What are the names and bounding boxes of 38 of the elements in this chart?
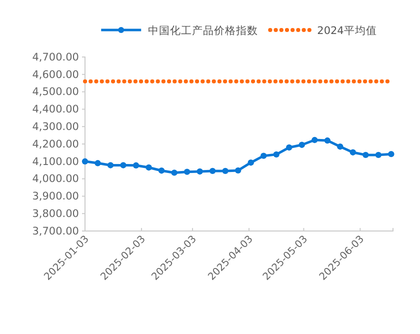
y-tick-label: 3,900.00 xyxy=(32,190,79,203)
y-tick-label: 4,700.00 xyxy=(32,51,79,64)
point xyxy=(120,162,126,168)
y-tick-label: 3,700.00 xyxy=(32,225,79,238)
point xyxy=(375,152,382,158)
point xyxy=(337,144,344,150)
legend-label: 2024平均值 xyxy=(317,25,377,37)
y-tick-label: 4,400.00 xyxy=(32,104,79,116)
point xyxy=(298,142,305,148)
point xyxy=(158,168,165,174)
y-tick-label: 4,300.00 xyxy=(32,120,79,133)
point xyxy=(350,149,356,156)
point xyxy=(273,151,280,158)
point xyxy=(388,151,394,158)
point xyxy=(324,137,330,144)
point xyxy=(209,168,216,174)
point xyxy=(362,152,369,158)
point xyxy=(222,168,228,174)
point xyxy=(184,168,190,175)
point xyxy=(196,168,203,175)
point xyxy=(107,162,114,168)
point xyxy=(82,158,88,164)
point xyxy=(312,136,318,144)
point xyxy=(260,152,267,159)
point xyxy=(248,160,254,166)
y-tick-label: 4,100.00 xyxy=(32,156,79,168)
y-tick-label: 4,000.00 xyxy=(32,173,79,186)
point xyxy=(94,160,101,166)
y-tick-label: 4,500.00 xyxy=(32,86,79,98)
point xyxy=(286,144,292,151)
y-tick-label: 4,200.00 xyxy=(32,138,79,150)
legend-label: 中国化工产品价格指数 xyxy=(148,24,258,37)
point xyxy=(235,167,242,174)
y-tick-label: 3,800.00 xyxy=(32,208,79,220)
point xyxy=(132,162,140,168)
y-tick-label: 4,600.00 xyxy=(32,68,79,81)
point xyxy=(171,170,178,176)
point xyxy=(146,164,152,171)
